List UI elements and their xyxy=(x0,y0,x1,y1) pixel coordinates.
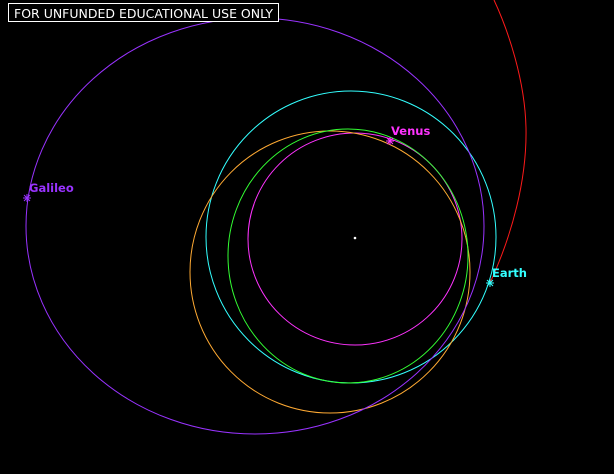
earth-orbit xyxy=(205,90,497,384)
earth-label: Earth xyxy=(492,266,527,280)
venus-marker xyxy=(386,137,394,145)
galileo-label: Galileo xyxy=(29,181,74,195)
transfer-orbit-green xyxy=(227,128,469,384)
transfer-orbit-orange xyxy=(189,130,471,414)
departure-trajectory xyxy=(489,0,527,284)
venus-label: Venus xyxy=(391,124,430,138)
sun-marker xyxy=(353,236,357,240)
galileo-orbit xyxy=(25,17,485,435)
educational-use-banner: FOR UNFUNDED EDUCATIONAL USE ONLY xyxy=(8,3,280,22)
galileo-marker xyxy=(23,194,31,202)
earth-marker xyxy=(486,279,494,287)
